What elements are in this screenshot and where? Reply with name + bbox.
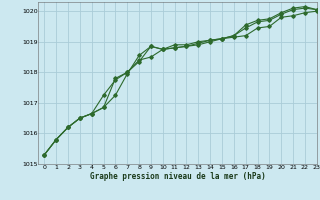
X-axis label: Graphe pression niveau de la mer (hPa): Graphe pression niveau de la mer (hPa) [90, 172, 266, 181]
